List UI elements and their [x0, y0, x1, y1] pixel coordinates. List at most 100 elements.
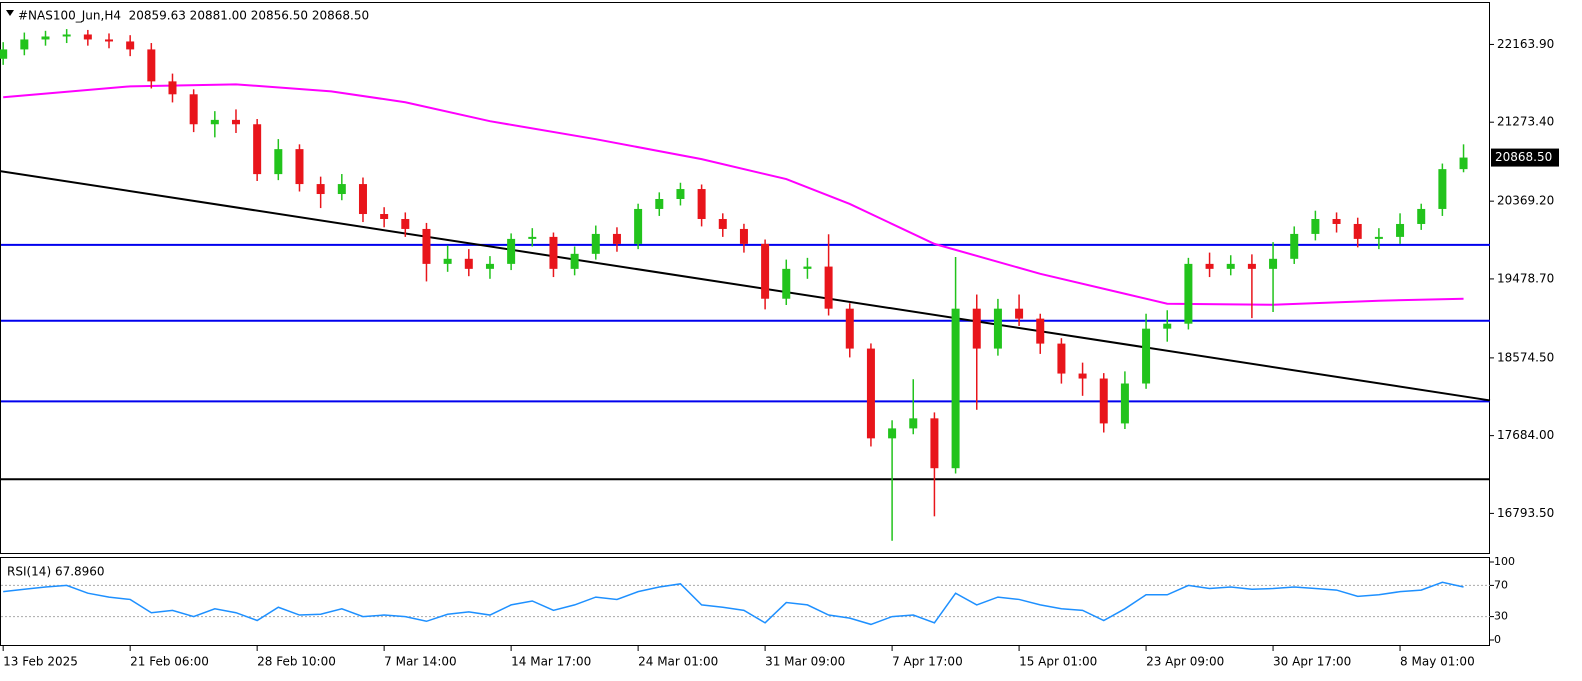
candle-body	[189, 94, 198, 125]
chart-title: #NAS100_Jun,H4 20859.63 20881.00 20856.5…	[18, 9, 369, 23]
candle-body	[337, 184, 346, 195]
candle-body	[147, 49, 156, 82]
candle-body	[380, 214, 389, 219]
candle-body	[1184, 263, 1193, 324]
candle-body	[1015, 308, 1024, 319]
candle-body	[1353, 223, 1362, 239]
x-tick-label: 8 May 01:00	[1400, 655, 1475, 669]
x-tick-label: 28 Feb 10:00	[257, 655, 336, 669]
candle-body	[930, 418, 939, 469]
x-tick-label: 31 Mar 09:00	[765, 655, 845, 669]
rsi-line	[3, 581, 1464, 626]
candle-body	[909, 418, 918, 429]
y-tick-label: 17684.00	[1497, 428, 1554, 442]
candle-body	[1057, 343, 1066, 374]
trendline	[0, 170, 1491, 402]
candle-body	[210, 119, 219, 125]
price-marker	[1491, 148, 1559, 167]
candle-body	[1247, 263, 1256, 269]
candle-body	[591, 233, 600, 254]
x-tick-label: 14 Mar 17:00	[511, 655, 591, 669]
y-tick-label: 70	[1494, 578, 1508, 591]
x-tick-label: 7 Apr 17:00	[892, 655, 963, 669]
candle-body	[993, 308, 1002, 349]
candle-body	[1311, 218, 1320, 234]
candle-body	[168, 81, 177, 95]
y-tick-label: 20369.20	[1497, 194, 1554, 208]
candle-body	[295, 149, 304, 185]
candle-body	[1332, 218, 1341, 224]
candle-body	[1459, 157, 1468, 170]
candle-body	[1396, 223, 1405, 237]
candle-body	[718, 218, 727, 229]
y-tick-label: 16793.50	[1497, 506, 1554, 520]
rsi-panel	[0, 557, 1490, 646]
candle-body	[1142, 328, 1151, 384]
candle-body	[231, 119, 240, 125]
candle-body	[274, 149, 283, 175]
candle-body	[803, 266, 812, 269]
candle-body	[1036, 318, 1045, 344]
candle-body	[443, 258, 452, 264]
candle-body	[1417, 208, 1426, 224]
x-tick-label: 21 Feb 06:00	[130, 655, 209, 669]
candle-body	[612, 233, 621, 244]
candle-body	[697, 189, 706, 219]
x-tick-label: 15 Apr 01:00	[1019, 655, 1097, 669]
candle-body	[761, 243, 770, 299]
rsi-title: RSI(14) 67.8960	[7, 565, 105, 579]
candle-body	[845, 308, 854, 349]
candle-body	[316, 184, 325, 195]
candle-body	[1374, 236, 1383, 239]
candle-body	[253, 124, 262, 175]
x-tick-label: 23 Apr 09:00	[1146, 655, 1224, 669]
candle-body	[1163, 323, 1172, 329]
candle-body	[888, 428, 897, 439]
y-tick-label: 0	[1494, 633, 1501, 646]
y-tick-label: 19478.70	[1497, 271, 1554, 285]
candle-body	[464, 258, 473, 269]
candle-body	[1290, 233, 1299, 259]
candle-body	[951, 308, 960, 469]
x-tick-label: 13 Feb 2025	[3, 655, 78, 669]
candle-body	[739, 228, 748, 244]
candle-body	[126, 41, 135, 50]
candle-body	[62, 34, 71, 37]
main-panel	[0, 2, 1490, 554]
candle-body	[634, 208, 643, 244]
candle-body	[20, 39, 29, 50]
candle-body	[782, 268, 791, 299]
candle-body	[1226, 263, 1235, 269]
x-tick-label: 7 Mar 14:00	[384, 655, 457, 669]
candle-body	[676, 189, 685, 199]
y-tick-label: 30	[1494, 610, 1508, 623]
candle-body	[1269, 258, 1278, 269]
candle-body	[1120, 383, 1129, 424]
candle-body	[866, 348, 875, 439]
candle-body	[549, 236, 558, 269]
y-tick-label: 100	[1494, 555, 1515, 568]
candle-body	[41, 36, 50, 40]
candle-body	[570, 253, 579, 269]
menu-triangle	[6, 10, 14, 16]
x-tick-label: 30 Apr 17:00	[1273, 655, 1351, 669]
candle-body	[401, 218, 410, 229]
y-tick-label: 18574.50	[1497, 350, 1554, 364]
y-tick-label: 21273.40	[1497, 115, 1554, 129]
candle-body	[422, 228, 431, 264]
candle-body	[485, 263, 494, 269]
candle-body	[824, 266, 833, 309]
candle-body	[358, 184, 367, 215]
candle-body	[1438, 169, 1447, 209]
candle-body	[1078, 373, 1087, 379]
x-tick-label: 24 Mar 01:00	[638, 655, 718, 669]
candle-body	[83, 34, 92, 40]
candle-body	[972, 308, 981, 349]
candle-body	[104, 39, 113, 42]
moving-average	[3, 83, 1464, 306]
candle-body	[1205, 263, 1214, 269]
candle-body	[655, 198, 664, 209]
candle-body	[1099, 378, 1108, 424]
candle-body	[0, 49, 8, 59]
